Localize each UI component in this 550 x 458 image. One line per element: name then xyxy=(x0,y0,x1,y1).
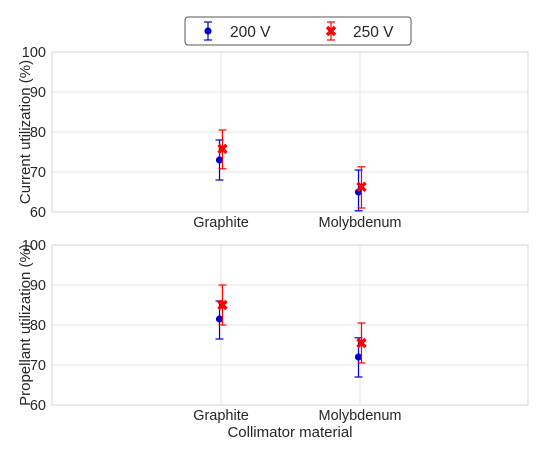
legend-marker-x xyxy=(325,25,337,37)
data-point-200v xyxy=(354,353,363,361)
chart-panel-2: 60 70 80 90 100 Graphite Molybdenum Propellant … xyxy=(17,238,529,441)
legend: 200 V 250 V xyxy=(184,16,412,46)
chart-panel-1: 60 70 80 90 100 Graphite Molybdenum Current uti… xyxy=(17,45,529,231)
x-tick-label: Molybdenum xyxy=(318,408,401,424)
legend-label: 250 V xyxy=(353,24,394,41)
y-tick-label: 70 xyxy=(30,358,46,374)
data-point-250v xyxy=(217,143,228,155)
x-tick-label: Graphite xyxy=(193,215,249,231)
y-axis-title: Propellant utilization (%) xyxy=(17,244,34,406)
y-tick-label: 80 xyxy=(30,318,46,334)
y-tick-label: 60 xyxy=(30,205,46,221)
legend-marker-circle xyxy=(204,27,212,35)
y-axis-title: Current utilization (%) xyxy=(17,60,34,204)
y-tick-label: 60 xyxy=(30,398,46,414)
x-tick-label: Molybdenum xyxy=(318,215,401,231)
data-point-200v xyxy=(215,315,224,323)
plot-frame xyxy=(51,51,529,213)
data-point-250v xyxy=(356,181,367,193)
data-point-250v xyxy=(356,337,367,349)
y-tick-label: 90 xyxy=(30,85,46,101)
x-axis-title: Collimator material xyxy=(227,424,352,441)
legend-label: 200 V xyxy=(230,24,271,41)
legend-box xyxy=(184,16,412,46)
y-tick-label: 100 xyxy=(22,45,46,61)
y-tick-label: 90 xyxy=(30,278,46,294)
plot-frame xyxy=(51,244,529,406)
x-tick-label: Graphite xyxy=(193,408,249,424)
y-tick-label: 70 xyxy=(30,165,46,181)
y-tick-label: 80 xyxy=(30,125,46,141)
data-point-200v xyxy=(215,156,224,164)
y-tick-label: 100 xyxy=(22,238,46,254)
data-point-250v xyxy=(217,299,228,311)
